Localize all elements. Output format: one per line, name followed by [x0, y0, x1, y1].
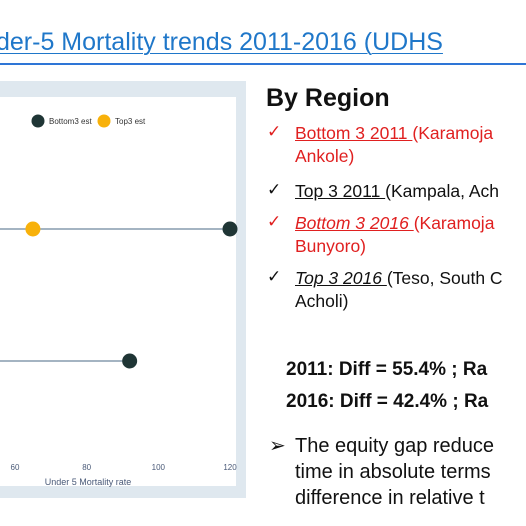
bullet-rest: (Teso, South C: [386, 268, 503, 288]
legend-label: Top3 est: [115, 117, 146, 126]
data-point: [122, 353, 138, 369]
bullet-lead: Top 3 2016: [295, 268, 387, 288]
bullet-rest: (Karamoja: [413, 213, 495, 233]
arrow-bullet-icon: ➢: [269, 435, 286, 457]
x-tick-label: 80: [82, 463, 91, 472]
check-icon: ✓: [267, 122, 282, 141]
region-panel: By Region ✓ Bottom 3 2011 (Karamoja Anko…: [266, 80, 526, 526]
legend-marker: [97, 114, 111, 128]
data-point: [222, 221, 238, 237]
legend-marker: [31, 114, 45, 128]
conclusion-line: difference in relative t: [295, 487, 485, 509]
conclusion-text: The equity gap reduce time in absolute t…: [295, 433, 526, 511]
bullet-rest: (Kampala, Ach: [385, 181, 499, 201]
stat-2016: 2016: Diff = 42.4% ; Ra: [286, 391, 489, 412]
bullet-lead: Bottom 3 2011: [295, 123, 413, 143]
title-divider: [0, 63, 526, 65]
data-point: [25, 221, 41, 237]
bullet-line2: Ankole): [295, 146, 355, 166]
x-tick-label: 120: [223, 463, 237, 472]
conclusion-line: The equity gap reduce: [295, 435, 495, 457]
bullet-rest: (Karamoja: [412, 123, 494, 143]
check-icon: ✓: [267, 267, 282, 286]
x-axis-label: Under 5 Mortality rate: [45, 477, 132, 487]
dot-chart: Bottom3 est Top3 est 60 80 100 120 Under 5 Mor…: [0, 97, 238, 487]
x-tick-label: 100: [152, 463, 166, 472]
slide-title: der-5 Mortality trends 2011-2016 (UDHS: [0, 28, 443, 56]
legend-label: Bottom3 est: [49, 117, 92, 126]
bullet-lead: Bottom 3 2016: [295, 213, 414, 233]
region-heading: By Region: [266, 84, 390, 112]
plot-area: [0, 97, 236, 486]
check-icon: ✓: [267, 180, 282, 199]
stat-2011: 2011: Diff = 55.4% ; Ra: [286, 359, 488, 380]
bullet-lead: Top 3 2011: [295, 181, 386, 201]
x-tick-label: 60: [11, 463, 20, 472]
bullet-line2: Bunyoro): [295, 236, 367, 256]
check-icon: ✓: [267, 212, 282, 231]
bullet-line2: Acholi): [295, 291, 349, 311]
conclusion-line: time in absolute terms: [295, 461, 491, 483]
